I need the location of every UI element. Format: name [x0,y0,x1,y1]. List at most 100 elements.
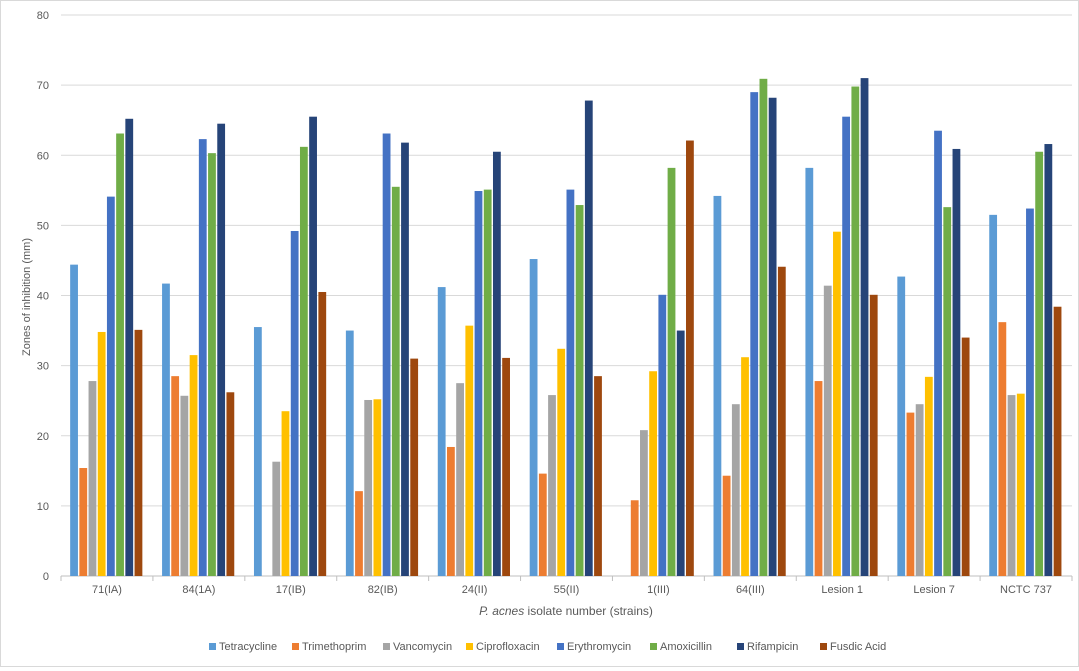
bar-fusdic-acid [961,337,970,576]
bar-ciprofloxacin [97,331,106,576]
bar-tetracycline [989,214,998,576]
bar-rifampicin [860,78,869,577]
bar-tetracycline [437,287,446,576]
bar-rifampicin [584,100,593,577]
y-tick-label: 10 [37,501,49,513]
y-tick-label: 20 [37,431,49,443]
legend-swatch [820,643,827,650]
x-tick-label: 64(III) [736,584,765,596]
legend-label: Rifampicin [747,641,798,653]
bar-ciprofloxacin [1016,393,1025,576]
y-tick-label: 0 [43,571,49,583]
bar-fusdic-acid [410,358,419,576]
legend-label: Tetracycline [219,641,277,653]
bar-ciprofloxacin [557,348,566,576]
bar-trimethoprim [630,500,639,576]
bar-erythromycin [106,196,115,576]
bar-fusdic-acid [134,329,143,576]
legend-swatch [292,643,299,650]
x-tick-label: 17(IB) [276,584,306,596]
x-tick-label: 1(III) [647,584,670,596]
bar-tetracycline [897,276,906,576]
bar-ciprofloxacin [833,231,841,576]
bar-fusdic-acid [226,392,235,576]
bar-ciprofloxacin [281,411,290,576]
bar-ciprofloxacin [373,399,382,576]
x-tick-label: Lesion 7 [913,584,955,596]
bar-amoxicillin [943,207,952,576]
legend-label: Amoxicillin [660,641,712,653]
bar-trimethoprim [722,475,731,576]
bar-erythromycin [566,189,575,576]
bar-tetracycline [70,264,78,576]
bar-vancomycin [548,395,556,576]
bar-fusdic-acid [1053,306,1062,576]
bar-rifampicin [676,330,685,576]
legend-label: Erythromycin [567,641,631,653]
bar-fusdic-acid [502,357,510,576]
bar-erythromycin [934,130,942,577]
bar-amoxicillin [299,146,308,576]
bar-fusdic-acid [318,291,327,576]
bar-erythromycin [382,133,391,577]
bar-vancomycin [640,430,648,576]
bar-vancomycin [731,404,740,576]
bar-tetracycline [162,283,170,576]
bar-amoxicillin [483,189,492,576]
y-tick-label: 50 [37,220,49,232]
bar-rifampicin [125,118,134,576]
bar-fusdic-acid [686,140,694,576]
bar-ciprofloxacin [649,371,658,576]
bar-rifampicin [217,123,226,576]
bar-tetracycline [253,327,262,576]
bar-trimethoprim [355,491,363,576]
bar-rifampicin [401,142,409,576]
bar-fusdic-acid [777,266,786,576]
bar-rifampicin [952,148,961,576]
bar-amoxicillin [1035,151,1044,576]
x-tick-label: Lesion 1 [821,584,863,596]
x-tick-label: NCTC 737 [1000,584,1052,596]
x-tick-label: 84(1A) [182,584,215,596]
legend-swatch [557,643,564,650]
bar-rifampicin [492,151,501,576]
y-tick-label: 80 [37,10,49,22]
bar-trimethoprim [906,412,915,576]
bar-rifampicin [768,97,777,576]
bar-ciprofloxacin [189,355,198,576]
x-axis-label: P. acnes isolate number (strains) [479,604,653,618]
bar-erythromycin [474,191,483,577]
bar-ciprofloxacin [465,325,474,576]
bar-vancomycin [272,461,281,576]
legend-label: Vancomycin [393,641,452,653]
y-tick-label: 70 [37,80,49,92]
bar-amoxicillin [667,167,676,576]
bar-erythromycin [658,294,667,576]
bar-amoxicillin [391,186,400,576]
bar-trimethoprim [446,446,455,576]
legend-swatch [466,643,473,650]
bar-vancomycin [823,285,832,576]
bar-rifampicin [1044,144,1053,576]
legend-swatch [383,643,390,650]
bar-ciprofloxacin [924,376,933,576]
legend-swatch [737,643,744,650]
bar-trimethoprim [814,381,823,576]
x-axis-label-rest: isolate number (strains) [524,604,653,618]
x-axis-label-italic: P. acnes [479,604,524,618]
bar-amoxicillin [851,86,860,576]
y-tick-label: 40 [37,291,49,303]
bar-trimethoprim [538,473,547,576]
bar-erythromycin [1026,208,1034,577]
legend-label: Trimethoprim [302,641,366,653]
legend-label: Fusdic Acid [830,641,886,653]
bar-vancomycin [1007,395,1016,576]
bar-erythromycin [290,230,299,577]
bar-tetracycline [805,167,814,576]
bar-vancomycin [915,404,924,576]
bar-tetracycline [345,330,354,576]
x-tick-label: 82(IB) [368,584,398,596]
y-tick-label: 30 [37,361,49,373]
x-tick-label: 71(IA) [92,584,122,596]
